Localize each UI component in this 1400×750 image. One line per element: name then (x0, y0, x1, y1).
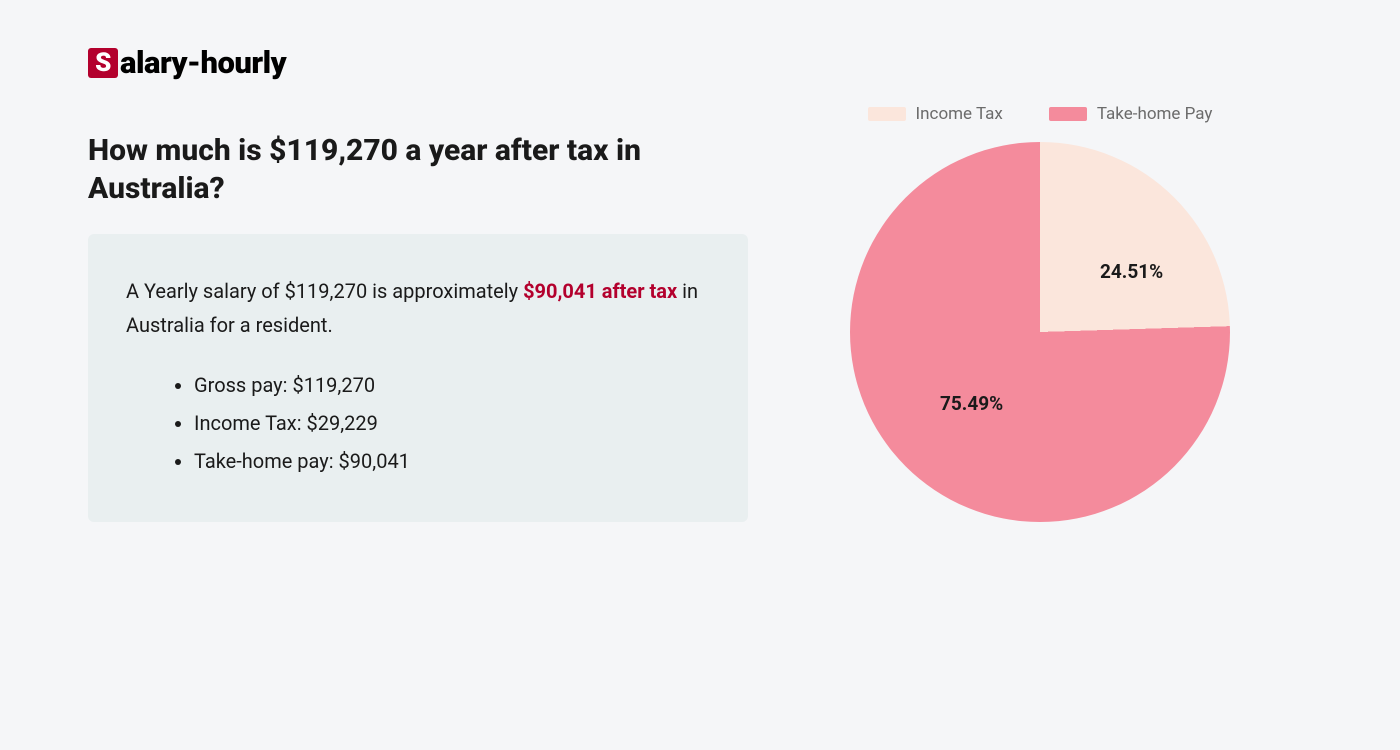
pie-wrap: 24.51% 75.49% (850, 142, 1230, 522)
pie-chart: Income Tax Take-home Pay 24.51% 75.49% (820, 104, 1260, 564)
logo-text: alary-hourly (120, 44, 286, 81)
summary-pre: A Yearly salary of $119,270 is approxima… (126, 279, 523, 303)
slice-label: 24.51% (1100, 260, 1163, 283)
logo-badge: S (88, 48, 118, 78)
summary-highlight: $90,041 after tax (523, 279, 677, 303)
page-root: Salary-hourly How much is $119,270 a yea… (0, 0, 1400, 750)
pie-circle (850, 142, 1230, 522)
legend-swatch (1049, 107, 1087, 121)
legend-swatch (868, 107, 906, 121)
site-logo: Salary-hourly (88, 44, 286, 81)
legend-item: Take-home Pay (1049, 104, 1213, 124)
summary-list: Gross pay: $119,270 Income Tax: $29,229 … (126, 366, 710, 480)
chart-legend: Income Tax Take-home Pay (820, 104, 1260, 124)
legend-label: Income Tax (916, 104, 1003, 124)
summary-sentence: A Yearly salary of $119,270 is approxima… (126, 274, 710, 342)
page-title: How much is $119,270 a year after tax in… (88, 132, 708, 207)
list-item: Gross pay: $119,270 (194, 366, 710, 404)
summary-box: A Yearly salary of $119,270 is approxima… (88, 234, 748, 522)
list-item: Income Tax: $29,229 (194, 404, 710, 442)
slice-label: 75.49% (940, 392, 1003, 415)
legend-item: Income Tax (868, 104, 1003, 124)
legend-label: Take-home Pay (1097, 104, 1213, 124)
list-item: Take-home pay: $90,041 (194, 442, 710, 480)
